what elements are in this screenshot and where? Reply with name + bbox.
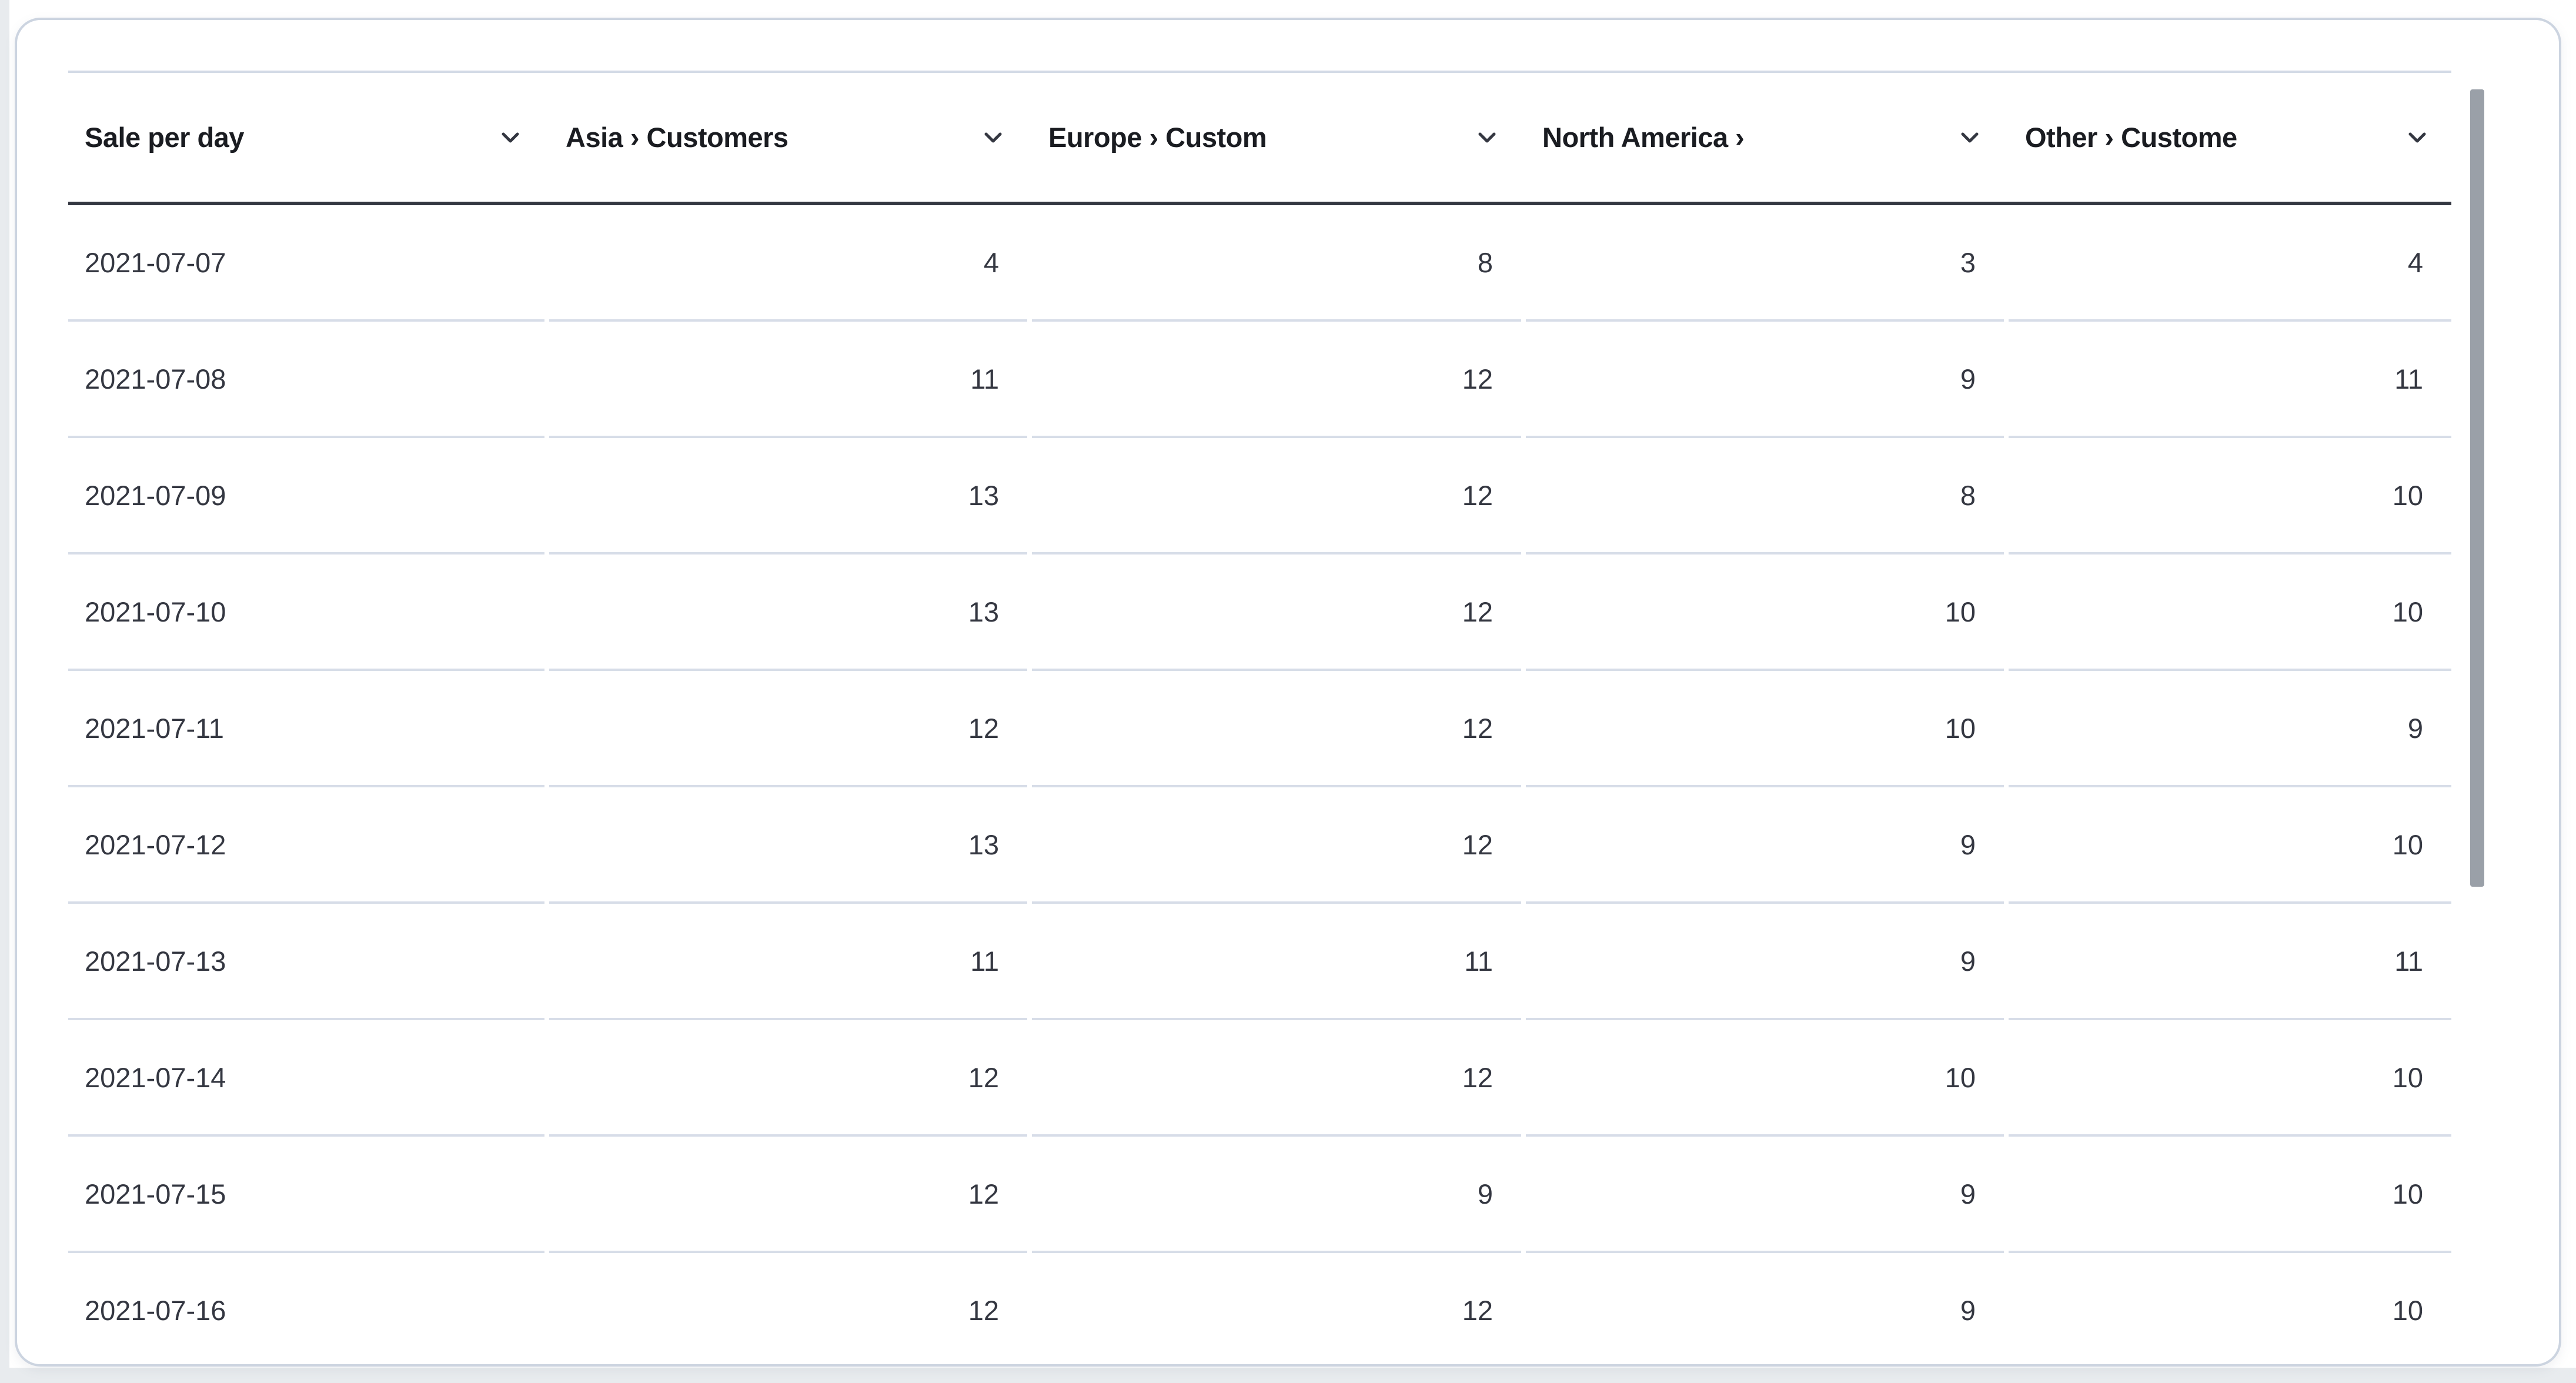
date-cell: 2021-07-16 bbox=[68, 1253, 544, 1364]
chevron-down-icon[interactable] bbox=[497, 125, 523, 151]
column-header-sale-per-day[interactable]: Sale per day bbox=[68, 73, 544, 202]
table-row: 2021-07-16 12 12 9 10 bbox=[68, 1253, 2451, 1364]
value-cell-europe: 12 bbox=[1032, 1253, 1521, 1364]
value-cell-other: 11 bbox=[2009, 904, 2451, 1020]
column-header-label: Other › Custome bbox=[2025, 122, 2237, 153]
value-cell-europe: 9 bbox=[1032, 1137, 1521, 1253]
value-cell-asia: 12 bbox=[549, 671, 1027, 787]
column-header-label: Europe › Custom bbox=[1048, 122, 1267, 153]
date-cell: 2021-07-15 bbox=[68, 1137, 544, 1253]
value-cell-other: 10 bbox=[2009, 438, 2451, 554]
value-cell-other: 9 bbox=[2009, 671, 2451, 787]
value-cell-europe: 8 bbox=[1032, 205, 1521, 322]
column-header-europe[interactable]: Europe › Custom bbox=[1032, 73, 1521, 202]
date-cell: 2021-07-09 bbox=[68, 438, 544, 554]
value-cell-europe: 12 bbox=[1032, 671, 1521, 787]
vertical-scrollbar-thumb[interactable] bbox=[2470, 89, 2484, 887]
page-background-bottom-strip bbox=[0, 1368, 2576, 1383]
value-cell-asia: 4 bbox=[549, 205, 1027, 322]
value-cell-north-america: 10 bbox=[1526, 554, 2004, 671]
value-cell-north-america: 8 bbox=[1526, 438, 2004, 554]
value-cell-other: 10 bbox=[2009, 554, 2451, 671]
value-cell-asia: 13 bbox=[549, 787, 1027, 904]
table-row: 2021-07-10 13 12 10 10 bbox=[68, 554, 2451, 671]
page-background-left-strip bbox=[0, 0, 9, 1383]
data-grid: Sale per day Asia › Customers Europe › Cus… bbox=[68, 71, 2451, 1364]
value-cell-europe: 12 bbox=[1032, 787, 1521, 904]
column-header-label: Sale per day bbox=[85, 122, 244, 153]
value-cell-asia: 12 bbox=[549, 1020, 1027, 1137]
value-cell-north-america: 9 bbox=[1526, 1253, 2004, 1364]
column-header-north-america[interactable]: North America › bbox=[1526, 73, 2004, 202]
value-cell-europe: 12 bbox=[1032, 554, 1521, 671]
table-row: 2021-07-12 13 12 9 10 bbox=[68, 787, 2451, 904]
value-cell-north-america: 9 bbox=[1526, 904, 2004, 1020]
date-cell: 2021-07-08 bbox=[68, 322, 544, 438]
value-cell-other: 10 bbox=[2009, 1253, 2451, 1364]
date-cell: 2021-07-13 bbox=[68, 904, 544, 1020]
value-cell-other: 10 bbox=[2009, 1137, 2451, 1253]
table-row: 2021-07-15 12 9 9 10 bbox=[68, 1137, 2451, 1253]
value-cell-asia: 11 bbox=[549, 904, 1027, 1020]
table-row: 2021-07-09 13 12 8 10 bbox=[68, 438, 2451, 554]
column-header-asia[interactable]: Asia › Customers bbox=[549, 73, 1027, 202]
value-cell-north-america: 9 bbox=[1526, 787, 2004, 904]
chevron-down-icon[interactable] bbox=[1474, 125, 1500, 151]
value-cell-north-america: 9 bbox=[1526, 1137, 2004, 1253]
date-cell: 2021-07-10 bbox=[68, 554, 544, 671]
value-cell-europe: 12 bbox=[1032, 438, 1521, 554]
value-cell-asia: 12 bbox=[549, 1137, 1027, 1253]
table-row: 2021-07-13 11 11 9 11 bbox=[68, 904, 2451, 1020]
value-cell-europe: 12 bbox=[1032, 322, 1521, 438]
date-cell: 2021-07-07 bbox=[68, 205, 544, 322]
value-cell-north-america: 3 bbox=[1526, 205, 2004, 322]
value-cell-europe: 11 bbox=[1032, 904, 1521, 1020]
value-cell-other: 4 bbox=[2009, 205, 2451, 322]
date-cell: 2021-07-14 bbox=[68, 1020, 544, 1137]
chevron-down-icon[interactable] bbox=[1957, 125, 1983, 151]
table-body: 2021-07-07 4 8 3 4 2021-07-08 11 12 9 11 2021-07-0… bbox=[68, 205, 2451, 1364]
column-header-other[interactable]: Other › Custome bbox=[2009, 73, 2451, 202]
value-cell-north-america: 10 bbox=[1526, 1020, 2004, 1137]
value-cell-asia: 12 bbox=[549, 1253, 1027, 1364]
table-row: 2021-07-07 4 8 3 4 bbox=[68, 205, 2451, 322]
value-cell-europe: 12 bbox=[1032, 1020, 1521, 1137]
chevron-down-icon[interactable] bbox=[2404, 125, 2430, 151]
value-cell-asia: 11 bbox=[549, 322, 1027, 438]
value-cell-asia: 13 bbox=[549, 554, 1027, 671]
value-cell-asia: 13 bbox=[549, 438, 1027, 554]
date-cell: 2021-07-12 bbox=[68, 787, 544, 904]
value-cell-other: 10 bbox=[2009, 787, 2451, 904]
table-row: 2021-07-08 11 12 9 11 bbox=[68, 322, 2451, 438]
column-header-label: Asia › Customers bbox=[566, 122, 788, 153]
value-cell-north-america: 10 bbox=[1526, 671, 2004, 787]
value-cell-north-america: 9 bbox=[1526, 322, 2004, 438]
table-row: 2021-07-14 12 12 10 10 bbox=[68, 1020, 2451, 1137]
value-cell-other: 10 bbox=[2009, 1020, 2451, 1137]
chevron-down-icon[interactable] bbox=[980, 125, 1006, 151]
table-header-row: Sale per day Asia › Customers Europe › Cus… bbox=[68, 71, 2451, 205]
table-row: 2021-07-11 12 12 10 9 bbox=[68, 671, 2451, 787]
data-table-panel: Sale per day Asia › Customers Europe › Cus… bbox=[15, 18, 2561, 1367]
date-cell: 2021-07-11 bbox=[68, 671, 544, 787]
value-cell-other: 11 bbox=[2009, 322, 2451, 438]
column-header-label: North America › bbox=[1542, 122, 1745, 153]
